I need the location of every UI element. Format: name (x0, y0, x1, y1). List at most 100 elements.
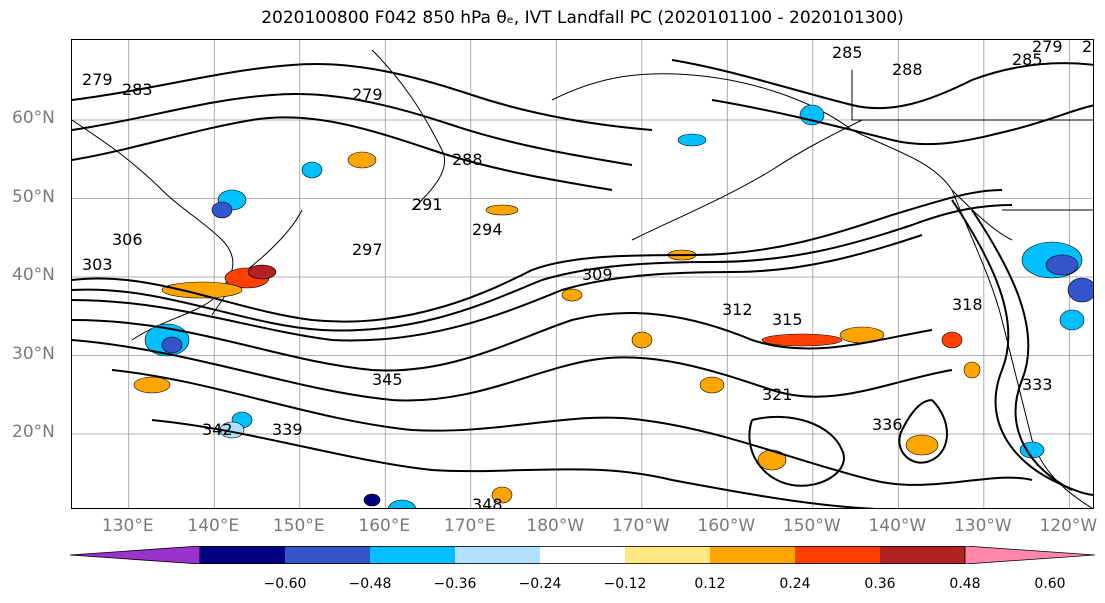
contour-label: 336 (872, 415, 903, 434)
contour-label: 315 (772, 310, 803, 329)
contour-label: 288 (452, 150, 483, 169)
border-canada-us (851, 70, 1093, 121)
colorbar-segment (880, 546, 965, 564)
colorbar-tick-label: −0.12 (603, 576, 647, 592)
x-tick-label: 130°W (953, 516, 1012, 536)
contour-label: 285 (1012, 50, 1043, 69)
colorbar-tick-label: −0.60 (263, 576, 307, 592)
x-tick-label: 170°W (611, 516, 670, 536)
contour-label: 333 (1022, 375, 1053, 394)
contour-label: 276 (1082, 40, 1094, 56)
coastlines (72, 49, 1093, 508)
pc-shaded-region (211, 201, 233, 219)
contour-label: 303 (82, 255, 113, 274)
contour-label: 321 (762, 385, 793, 404)
theta-e-contour (72, 339, 953, 402)
contour-label: 297 (352, 240, 383, 259)
pc-shaded-region (247, 264, 277, 280)
colorbar-tick-label: −0.24 (518, 576, 562, 592)
theta-e-contour (711, 99, 1093, 146)
colorbar-segment (795, 546, 880, 564)
colorbar-segment (540, 546, 625, 564)
x-tick-label: 170°E (443, 516, 496, 536)
theta-e-contour (72, 312, 933, 372)
contour-label: 306 (112, 230, 143, 249)
colorbar-tick-label: 0.48 (949, 576, 981, 592)
contour-labels: 2792832792882912942972852882852792763033… (82, 40, 1094, 508)
colorbar (70, 546, 1095, 564)
pc-shaded-region (387, 499, 417, 508)
theta-e-contour (748, 415, 845, 487)
x-tick-label: 120°W (1039, 516, 1098, 536)
pc-shading (133, 104, 1093, 508)
contour-label: 342 (202, 420, 233, 439)
theta-e-contour (72, 93, 633, 166)
theta-e-contour (72, 204, 1013, 332)
theta-e-contour (72, 63, 653, 131)
x-tick-label: 160°E (358, 516, 411, 536)
y-tick-label: 20°N (12, 422, 55, 442)
pc-shaded-region (941, 331, 963, 349)
pc-shaded-region (161, 336, 183, 354)
pc-shaded-region (631, 331, 653, 349)
pc-shaded-region (1045, 254, 1079, 276)
y-tick-label: 50°N (12, 186, 55, 207)
pc-shaded-region (905, 434, 939, 456)
coastline-japan (211, 209, 303, 316)
colorbar-extend-low (70, 546, 201, 564)
y-tick-label: 30°N (12, 343, 55, 364)
pc-shaded-region (301, 161, 323, 179)
x-tick-label: 130°E (101, 516, 154, 536)
pc-shaded-region (161, 281, 243, 299)
pc-shaded-region (491, 486, 513, 504)
theta-e-contour (72, 116, 613, 191)
figure-title: 2020100800 F042 850 hPa θₑ, IVT Landfall… (261, 8, 904, 28)
pc-shaded-region (963, 361, 981, 379)
x-tick-label: 180°W (526, 516, 585, 536)
x-tick-label: 140°E (187, 516, 240, 536)
contour-label: 345 (372, 370, 403, 389)
pc-shaded-region (1067, 277, 1093, 303)
theta-e-contour (72, 234, 923, 342)
colorbar-tick-label: −0.48 (348, 576, 392, 592)
theta-e-contour (151, 419, 876, 508)
colorbar-tick-label: 0.36 (864, 576, 896, 592)
colorbar-segment (285, 546, 370, 564)
colorbar-segment (710, 546, 795, 564)
theta-e-contour (72, 189, 1003, 323)
pc-shaded-region (1059, 309, 1085, 331)
colorbar-tick-label: 0.24 (779, 576, 811, 592)
colorbar-extend-high (964, 546, 1095, 564)
contour-label: 288 (892, 60, 923, 79)
contour-label: 318 (952, 295, 983, 314)
pc-shaded-region (761, 333, 843, 347)
pc-shaded-region (677, 133, 707, 147)
theta-e-contour (898, 399, 948, 464)
colorbar-segment (370, 546, 455, 564)
contour-label: 291 (412, 195, 443, 214)
x-tick-label: 150°E (272, 516, 325, 536)
contour-label: 309 (582, 265, 613, 284)
coastline-north-america (951, 189, 1093, 508)
coastline-alaska (551, 73, 1013, 241)
colorbar-tick-label: −0.36 (433, 576, 477, 592)
coastline-aleutians (631, 119, 863, 241)
contour-label: 339 (272, 420, 303, 439)
theta-e-contours (72, 59, 1093, 508)
contour-label: 279 (352, 85, 383, 104)
pc-shaded-region (561, 288, 583, 302)
contour-label: 312 (722, 300, 753, 319)
contour-label: 279 (1032, 40, 1063, 56)
pc-shaded-region (485, 204, 519, 216)
contour-label: 283 (122, 80, 153, 99)
map-panel: 2792832792882912942972852882852792763033… (71, 39, 1094, 509)
theta-e-contour (671, 59, 1093, 110)
contour-label: 279 (82, 70, 113, 89)
x-tick-label: 160°W (697, 516, 756, 536)
colorbar-segment (200, 546, 285, 564)
colorbar-tick-label: 0.12 (694, 576, 726, 592)
colorbar-segment (625, 546, 710, 564)
coastline-kamchatka (371, 49, 446, 211)
pc-shaded-region (363, 493, 381, 507)
y-tick-label: 60°N (12, 108, 55, 128)
